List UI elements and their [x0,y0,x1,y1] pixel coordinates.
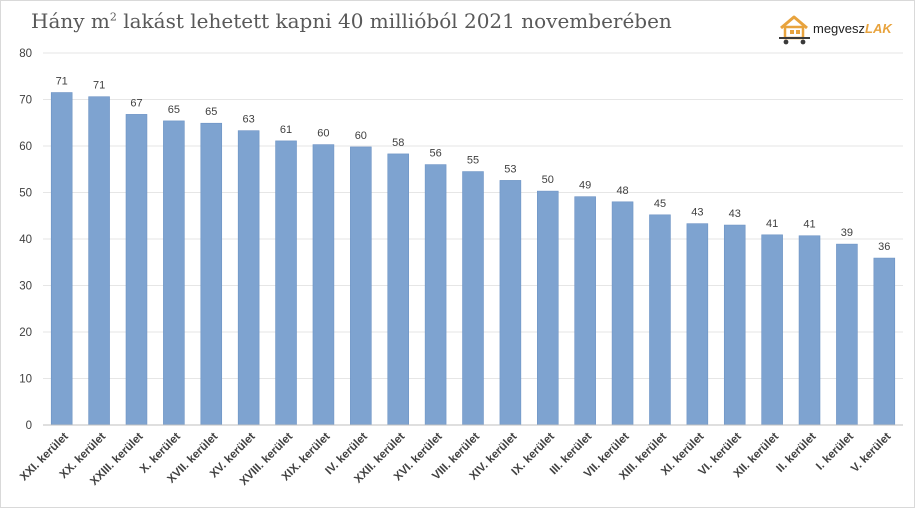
data-label: 39 [841,227,853,239]
bar [649,214,671,426]
y-tick-label: 70 [19,95,32,107]
bar [836,243,858,426]
data-label: 55 [467,155,479,167]
bars [50,92,896,426]
data-label: 48 [616,185,628,197]
data-label: 43 [729,208,741,220]
data-label: 60 [317,128,329,140]
chart-title: Hány m2 lakást lehetett kapni 40 milliób… [31,9,672,33]
data-label: 67 [130,97,142,109]
bar [387,153,409,426]
chart-title-text: Hány m [31,9,110,33]
data-label: 41 [803,219,815,231]
data-label: 65 [168,104,180,116]
bar [350,146,372,426]
chart-title-superscript: 2 [109,10,117,24]
data-label: 60 [355,130,367,142]
y-tick-label: 40 [19,234,32,246]
brand-logo-wordmark: megveszLAK [813,21,892,36]
y-tick-label: 10 [19,374,32,386]
bar [462,171,484,426]
data-label: 56 [429,148,441,160]
data-label: 49 [579,180,591,192]
bar [723,224,746,426]
bar [537,190,559,426]
bar [275,140,297,426]
bar [200,122,223,426]
bar [125,114,148,426]
y-tick-label: 60 [19,141,32,153]
data-label: 45 [654,198,666,210]
y-tick-label: 30 [19,281,32,293]
data-label: 71 [56,76,68,88]
bar [424,164,447,426]
bar [611,201,634,426]
data-label: 50 [542,174,554,186]
bar [574,196,596,426]
brand-logo: megveszLAK [777,11,905,47]
chart-title-text-rest: lakást lehetett kapni 40 millióból 2021 … [116,9,672,33]
bar [873,257,896,426]
data-label: 53 [504,163,516,175]
x-tick-label: V. kerület [849,431,893,475]
data-labels: 71 71 67 65 65 63 61 60 60 58 56 55 53 50 49 48 45 43 43 41… [56,76,891,254]
bar [761,234,783,426]
bar [50,92,73,426]
data-label: 65 [205,106,217,118]
data-label: 58 [392,137,404,149]
data-label: 36 [878,241,890,253]
data-label: 63 [243,114,255,126]
house-cart-icon [779,15,810,45]
bar [499,180,522,426]
bar [163,120,185,426]
y-tick-label: 80 [19,48,32,60]
y-axis-tick-labels: 0 10 20 30 40 50 60 70 80 [19,48,32,432]
bar [237,130,260,426]
brand-logo-main: megvesz [813,21,866,36]
data-label: 43 [691,207,703,219]
bar [88,96,110,426]
bar [798,235,821,426]
bar [686,223,709,426]
bar [312,144,335,426]
y-tick-label: 50 [19,188,32,200]
y-tick-label: 0 [26,420,32,432]
data-label: 61 [280,124,292,136]
x-tick-label: II. kerület [774,431,818,475]
brand-logo-accent: LAK [865,21,892,36]
data-label: 41 [766,218,778,230]
data-label: 71 [93,80,105,92]
y-tick-label: 20 [19,327,32,339]
